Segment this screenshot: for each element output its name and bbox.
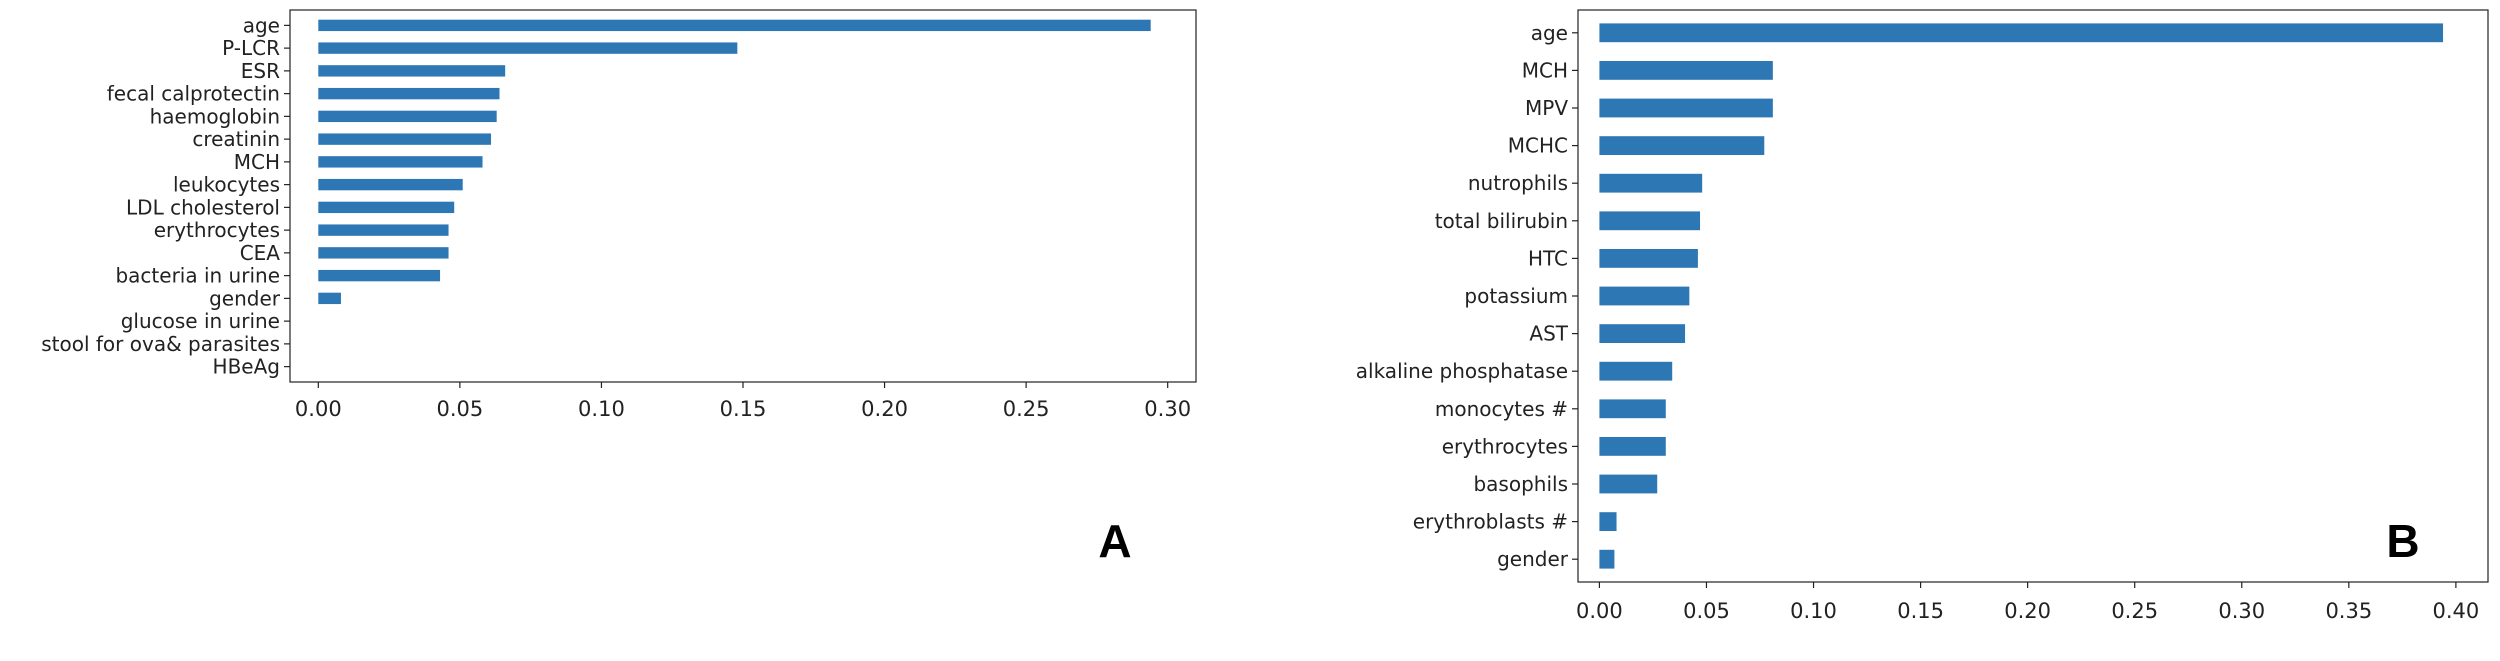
panel-b-category-label: total bilirubin: [1435, 209, 1568, 233]
panel-b-category-label: gender: [1497, 547, 1569, 571]
panel-b-bar: [1599, 549, 1615, 569]
panel-b-category-label: MPV: [1525, 96, 1568, 120]
panel-a-bar: [318, 247, 449, 259]
panel-b-bar: [1599, 98, 1773, 118]
panel-a-category-label: HBeAg: [213, 355, 280, 379]
panel-a-bar: [318, 156, 483, 168]
panel-b-bar: [1599, 136, 1765, 155]
panel-b-category-label: MCH: [1522, 58, 1568, 82]
panel-b-category-label: alkaline phosphatase: [1356, 359, 1568, 383]
panel-a-category-label: erythrocytes: [154, 218, 280, 242]
panel-a-category-label: P-LCR: [222, 36, 280, 60]
panel-a-x-tick-label: 0.15: [720, 397, 767, 421]
panel-b-category-label: age: [1531, 21, 1568, 45]
panel-b-plot-frame: [1577, 9, 2489, 583]
panel-b-x-tick-label: 0.15: [1897, 599, 1944, 623]
panel-a-bar: [318, 87, 500, 100]
panel-a-category-label: ESR: [241, 59, 280, 83]
panel-a-bar: [318, 110, 497, 123]
panel-b-bar: [1599, 249, 1698, 268]
panel-b-bar: [1599, 437, 1666, 456]
panel-a-bar: [318, 19, 1151, 32]
panel-b-letter: B: [2386, 515, 2419, 567]
panel-b-category-label: AST: [1529, 322, 1568, 346]
panel-a-category-label: bacteria in urine: [115, 264, 280, 288]
panel-a-x-tick-label: 0.10: [578, 397, 625, 421]
panel-b-bar: [1599, 211, 1701, 231]
panel-a-category-label: fecal calprotectin: [107, 82, 280, 106]
panel-b-bar: [1599, 61, 1773, 80]
panel-b-x-tick-label: 0.05: [1683, 599, 1730, 623]
panel-b-x-tick-label: 0.00: [1576, 599, 1623, 623]
panel-a-category-label: CEA: [240, 241, 281, 265]
panel-b-category-label: basophils: [1473, 472, 1568, 496]
panel-b-bar: [1599, 399, 1666, 419]
panel-a-category-label: MCH: [234, 150, 280, 174]
panel-b-category-label: nutrophils: [1468, 171, 1568, 195]
panel-b-chart: age MCH MPV MCHC nutrophils total bilirubin HT…: [1356, 9, 2489, 623]
panel-b-category-label: erythrocytes: [1442, 434, 1568, 458]
panel-b-x-tick-label: 0.30: [2218, 599, 2265, 623]
panel-b-category-label: MCHC: [1508, 134, 1568, 158]
panel-a-bar: [318, 178, 463, 191]
panel-a-x-tick-label: 0.25: [1003, 397, 1050, 421]
panel-b-x-tick-label: 0.35: [2325, 599, 2372, 623]
panel-a-category-label: glucose in urine: [121, 309, 280, 333]
panel-a-category-label: age: [243, 13, 280, 37]
panel-b-x-tick-label: 0.40: [2432, 599, 2479, 623]
panel-b-bar: [1599, 286, 1690, 306]
panel-b-category-label: potassium: [1464, 284, 1568, 308]
panel-b-x-tick-label: 0.20: [2004, 599, 2051, 623]
panel-a-letter: A: [1098, 515, 1131, 567]
panel-a-category-label: leukocytes: [173, 173, 280, 197]
panel-a-bar: [318, 292, 341, 305]
panel-a-bar: [318, 201, 455, 214]
panel-a-bar: [318, 65, 506, 77]
panel-a-x-tick-label: 0.00: [295, 397, 342, 421]
panel-b-category-label: erythroblasts #: [1413, 510, 1568, 534]
panel-a-category-label: haemoglobin: [150, 104, 280, 128]
panel-b-category-label: HTC: [1528, 246, 1568, 270]
panel-a-category-label: creatinin: [192, 127, 280, 151]
panel-b-bar: [1599, 173, 1703, 193]
panel-a-bar: [318, 224, 449, 236]
panel-a-bar: [318, 269, 441, 282]
panel-b-bar: [1599, 361, 1673, 381]
panel-a-category-label: LDL cholesterol: [126, 195, 280, 219]
panel-a-x-tick-label: 0.05: [436, 397, 483, 421]
panel-a-category-label: stool for ova& parasites: [41, 332, 280, 356]
panel-b-bar: [1599, 324, 1686, 343]
panel-b-bar: [1599, 474, 1658, 494]
panel-b-x-tick-label: 0.10: [1790, 599, 1837, 623]
panel-b-bar: [1599, 512, 1617, 531]
panel-b-category-label: monocytes #: [1435, 397, 1568, 421]
panel-a-x-tick-label: 0.20: [861, 397, 908, 421]
panel-a-category-label: gender: [209, 286, 281, 310]
panel-b-x-tick-label: 0.25: [2111, 599, 2158, 623]
panel-b-bar: [1599, 23, 2444, 43]
panel-a-bar: [318, 42, 738, 54]
panel-a-bar: [318, 133, 492, 145]
panel-a-x-tick-label: 0.30: [1144, 397, 1191, 421]
